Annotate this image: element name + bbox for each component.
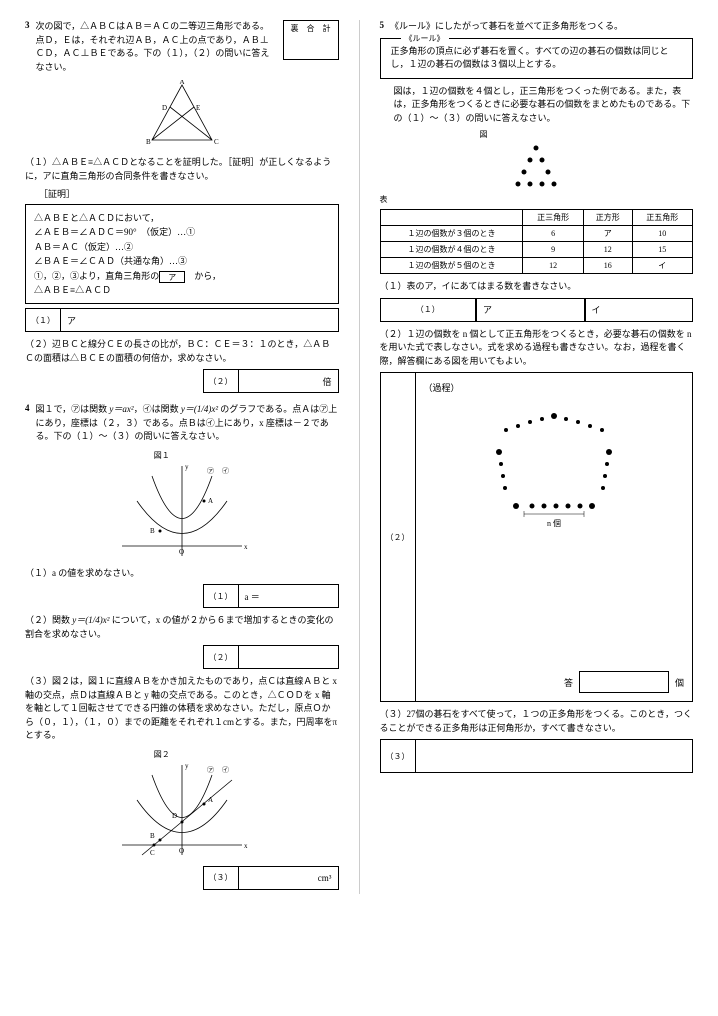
svg-text:㋑: ㋑ xyxy=(222,766,229,774)
proof-l4: ∠ＢＡＥ＝∠ＣＡＤ（共通な角）…③ xyxy=(34,254,330,268)
rule-text: 正多角形の頂点に必ず碁石を置く。すべての辺の碁石の個数は同じとし，１辺の碁石の個… xyxy=(391,45,683,72)
svg-text:㋑: ㋑ xyxy=(222,467,229,475)
proof-l5: ①，②，③より，直角三角形のア から， xyxy=(34,269,330,283)
svg-text:A: A xyxy=(179,80,184,86)
q5-text: 《ルール》にしたがって碁石を並べて正多角形をつくる。 xyxy=(390,20,693,34)
q3-a1-field[interactable]: ア xyxy=(61,308,339,332)
q4-fig1: 図１ x y O ㋐ ㋑ A B xyxy=(25,450,339,561)
q5-a3-field[interactable] xyxy=(416,739,694,773)
proof-l1: △ＡＢＥと△ＡＣＤにおいて， xyxy=(34,211,330,225)
q3-a1-label: （１） xyxy=(25,308,61,332)
q3-figure: A B C D E xyxy=(25,80,339,150)
q4-fig2: 図２ x y O ㋐ ㋑ A B C D xyxy=(25,749,339,860)
q5-a1-label: （１） xyxy=(380,298,477,322)
rule-box: 《ルール》 正多角形の頂点に必ず碁石を置く。すべての辺の碁石の個数は同じとし，１… xyxy=(380,38,694,79)
q5-s3: （３）27個の碁石をすべて使って，１つの正多角形をつくる。このとき，つくることが… xyxy=(380,708,694,735)
inner-ans: 答 個 xyxy=(564,671,684,693)
score-box: 裏 合 計 xyxy=(283,20,339,60)
svg-text:A: A xyxy=(208,497,213,505)
q5-fig: 図 xyxy=(380,129,694,190)
q4-a3-field[interactable]: cm³ xyxy=(239,866,339,890)
q5-s1: （１）表のア，イにあてはまる数を書きなさい。 xyxy=(380,280,694,294)
svg-text:y: y xyxy=(185,762,189,770)
svg-text:B: B xyxy=(146,138,151,146)
svg-text:D: D xyxy=(162,104,167,112)
q5-num: 5 xyxy=(380,20,385,30)
proof-l6: △ＡＢＥ≡△ＡＣＤ xyxy=(34,283,330,297)
q3-a2-field[interactable]: 倍 xyxy=(239,369,339,393)
q4-a3-label: （３） xyxy=(203,866,239,890)
q5-a3-label: （３） xyxy=(380,739,416,773)
svg-text:㋐: ㋐ xyxy=(207,766,214,774)
svg-text:C: C xyxy=(214,138,219,146)
svg-text:A: A xyxy=(208,796,213,804)
q5-a3-row: （３） xyxy=(380,739,694,773)
q5-s2: （２）１辺の個数を n 個として正五角形をつくるとき，必要な碁石の個数を n を… xyxy=(380,328,694,369)
proof-box: △ＡＢＥと△ＡＣＤにおいて， ∠ＡＥＢ＝∠ＡＤＣ＝90° （仮定）…① ＡＢ＝Ａ… xyxy=(25,204,339,304)
q4-a2-label: （２） xyxy=(203,645,239,669)
q4-s1: （１）a の値を求めなさい。 xyxy=(25,567,339,581)
svg-text:x: x xyxy=(244,842,248,850)
proof-l2: ∠ＡＥＢ＝∠ＡＤＣ＝90° （仮定）…① xyxy=(34,225,330,239)
q5-a1-row: （１） ア イ xyxy=(380,298,694,322)
q5-table: 正三角形正方形正五角形 １辺の個数が３個のとき6ア10 １辺の個数が４個のとき9… xyxy=(380,209,694,274)
svg-text:y: y xyxy=(185,463,189,471)
svg-text:x: x xyxy=(244,543,248,551)
q3-a2-label: （２） xyxy=(203,369,239,393)
proc-label: （過程） xyxy=(424,381,685,394)
q4-num: 4 xyxy=(25,403,30,413)
proof-l3: ＡＢ＝ＡＣ（仮定）…② xyxy=(34,240,330,254)
q4-text: 図１で，㋐は関数 y＝ax²，㋑は関数 y＝(1/4)x² のグラフである。点Ａ… xyxy=(36,403,339,444)
svg-text:O: O xyxy=(179,847,184,855)
q5-a1a-field[interactable]: ア xyxy=(476,298,585,322)
q3-text: 次の図で，△ＡＢＣはＡＢ＝ＡＣの二等辺三角形である。点Ｄ，Ｅは，それぞれ辺ＡＢ，… xyxy=(36,20,277,74)
svg-text:C: C xyxy=(150,849,155,857)
rule-title: 《ルール》 xyxy=(401,33,449,45)
pentagon-fig: n 個 xyxy=(424,404,685,534)
q5-a1b-field[interactable]: イ xyxy=(585,298,694,322)
q5-a2-label: （２） xyxy=(380,372,416,702)
q4-s2: （２）関数 y＝(1/4)x² について，x の値が２から６まで増加するときの変… xyxy=(25,614,339,641)
svg-text:B: B xyxy=(150,527,155,535)
svg-text:E: E xyxy=(196,104,200,112)
proof-label: ［証明］ xyxy=(25,187,339,200)
q3-num: 3 xyxy=(25,20,30,30)
q5-a2-field[interactable] xyxy=(579,671,669,693)
q5-desc: 図は，１辺の個数を４個とし，正三角形をつくった例である。また，表は，正多角形をつ… xyxy=(380,85,694,126)
svg-text:B: B xyxy=(150,832,155,840)
svg-text:D: D xyxy=(172,812,177,820)
q4-a1-label: （１） xyxy=(203,584,239,608)
svg-text:㋐: ㋐ xyxy=(207,467,214,475)
q4-a1-field[interactable]: a ＝ xyxy=(239,584,339,608)
q4-a2-field[interactable] xyxy=(239,645,339,669)
q3-s2: （２）辺ＢＣと線分ＣＥの長さの比が，ＢＣ：ＣＥ＝３：１のとき，△ＡＢＣの面積は△… xyxy=(25,338,339,365)
q5-a2-box[interactable]: （過程） n 個 答 個 xyxy=(416,372,694,702)
q4-s3: （３）図２は，図１に直線ＡＢをかき加えたものであり，点Ｃは直線ＡＢと x 軸の交… xyxy=(25,675,339,743)
svg-text:O: O xyxy=(179,548,184,556)
tbl-label: 表 xyxy=(380,194,694,205)
q3-s1: （１）△ＡＢＥ≡△ＡＣＤとなることを証明した。［証明］が正しくなるように，アに直… xyxy=(25,156,339,183)
svg-text:n 個: n 個 xyxy=(547,518,561,528)
q3-a1-row: （１） ア xyxy=(25,308,339,332)
